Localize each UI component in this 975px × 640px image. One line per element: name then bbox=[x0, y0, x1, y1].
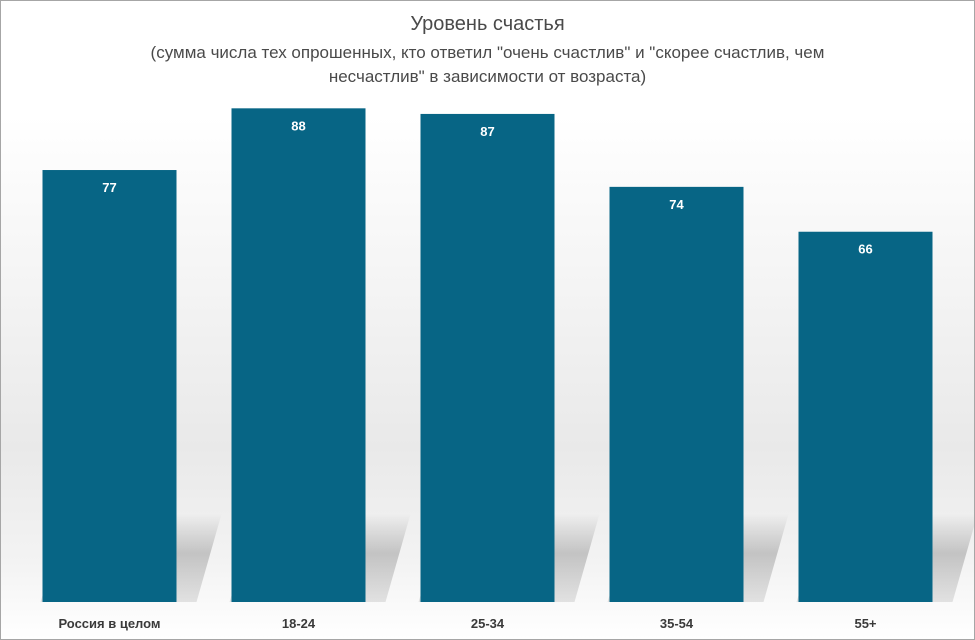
x-tick-label: 25-34 bbox=[471, 616, 505, 631]
bar-value-label: 77 bbox=[102, 180, 116, 195]
bar bbox=[420, 113, 555, 603]
bars bbox=[42, 108, 933, 603]
bar bbox=[231, 108, 366, 602]
x-tick-label: 18-24 bbox=[282, 616, 316, 631]
bar-value-label: 66 bbox=[858, 242, 872, 257]
bar-value-label: 87 bbox=[480, 124, 494, 139]
bar-value-labels: 77 88 87 74 66 bbox=[102, 118, 872, 256]
chart-title: Уровень счастья bbox=[410, 13, 565, 35]
x-tick-label: 35-54 bbox=[660, 616, 694, 631]
x-tick-label: 55+ bbox=[854, 616, 876, 631]
bar bbox=[42, 170, 177, 602]
bar-value-label: 74 bbox=[669, 197, 684, 212]
chart-subtitle-line-1: (сумма числа тех опрошенных, кто ответил… bbox=[150, 43, 825, 62]
bar bbox=[798, 231, 933, 603]
chart-subtitle: (сумма числа тех опрошенных, кто ответил… bbox=[101, 41, 874, 89]
chart-subtitle-line-2: несчастлив" в зависимости от возраста) bbox=[328, 67, 647, 86]
bar-value-label: 88 bbox=[291, 118, 305, 133]
bar bbox=[609, 186, 744, 603]
x-axis-tick-labels: Россия в целом 18-24 25-34 35-54 55+ bbox=[58, 616, 876, 631]
x-tick-label: Россия в целом bbox=[58, 616, 160, 631]
